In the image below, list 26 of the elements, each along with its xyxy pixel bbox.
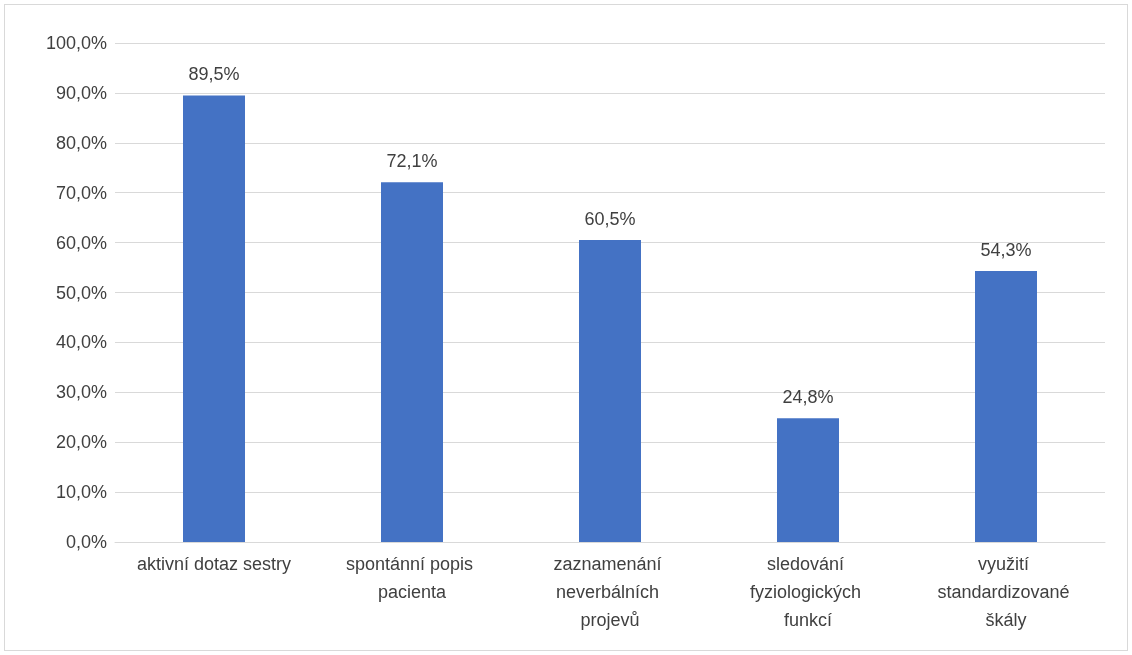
x-tick-label: zaznamenání neverbálních projevů [553,554,667,630]
y-tick-label: 0,0% [65,532,107,552]
y-tick-label: 100,0% [45,33,107,53]
bar [777,418,839,542]
x-tick-label: využití standardizované škály [937,554,1075,630]
data-label: 72,1% [386,151,438,172]
y-tick-label: 90,0% [55,82,107,103]
y-tick-label: 40,0% [55,332,107,353]
data-label: 60,5% [584,209,636,230]
y-tick-label: 80,0% [55,132,107,153]
y-tick-label: 60,0% [55,232,107,253]
bar [183,95,245,542]
data-label: 24,8% [782,387,834,408]
y-tick-label: 30,0% [55,382,107,403]
y-tick-label: 10,0% [55,482,107,503]
y-tick-label: 20,0% [55,432,107,453]
bar [579,240,641,542]
x-tick-label: aktivní dotaz sestry [136,554,292,574]
y-tick-label: 70,0% [55,182,107,203]
x-tick-label: spontánní popis pacienta [345,554,479,602]
x-tick-label: sledování fyziologických funkcí [749,554,867,630]
data-label: 54,3% [980,240,1032,261]
data-label: 89,5% [188,64,240,85]
bar [975,271,1037,542]
y-tick-label: 50,0% [55,282,107,303]
bar [381,182,443,542]
